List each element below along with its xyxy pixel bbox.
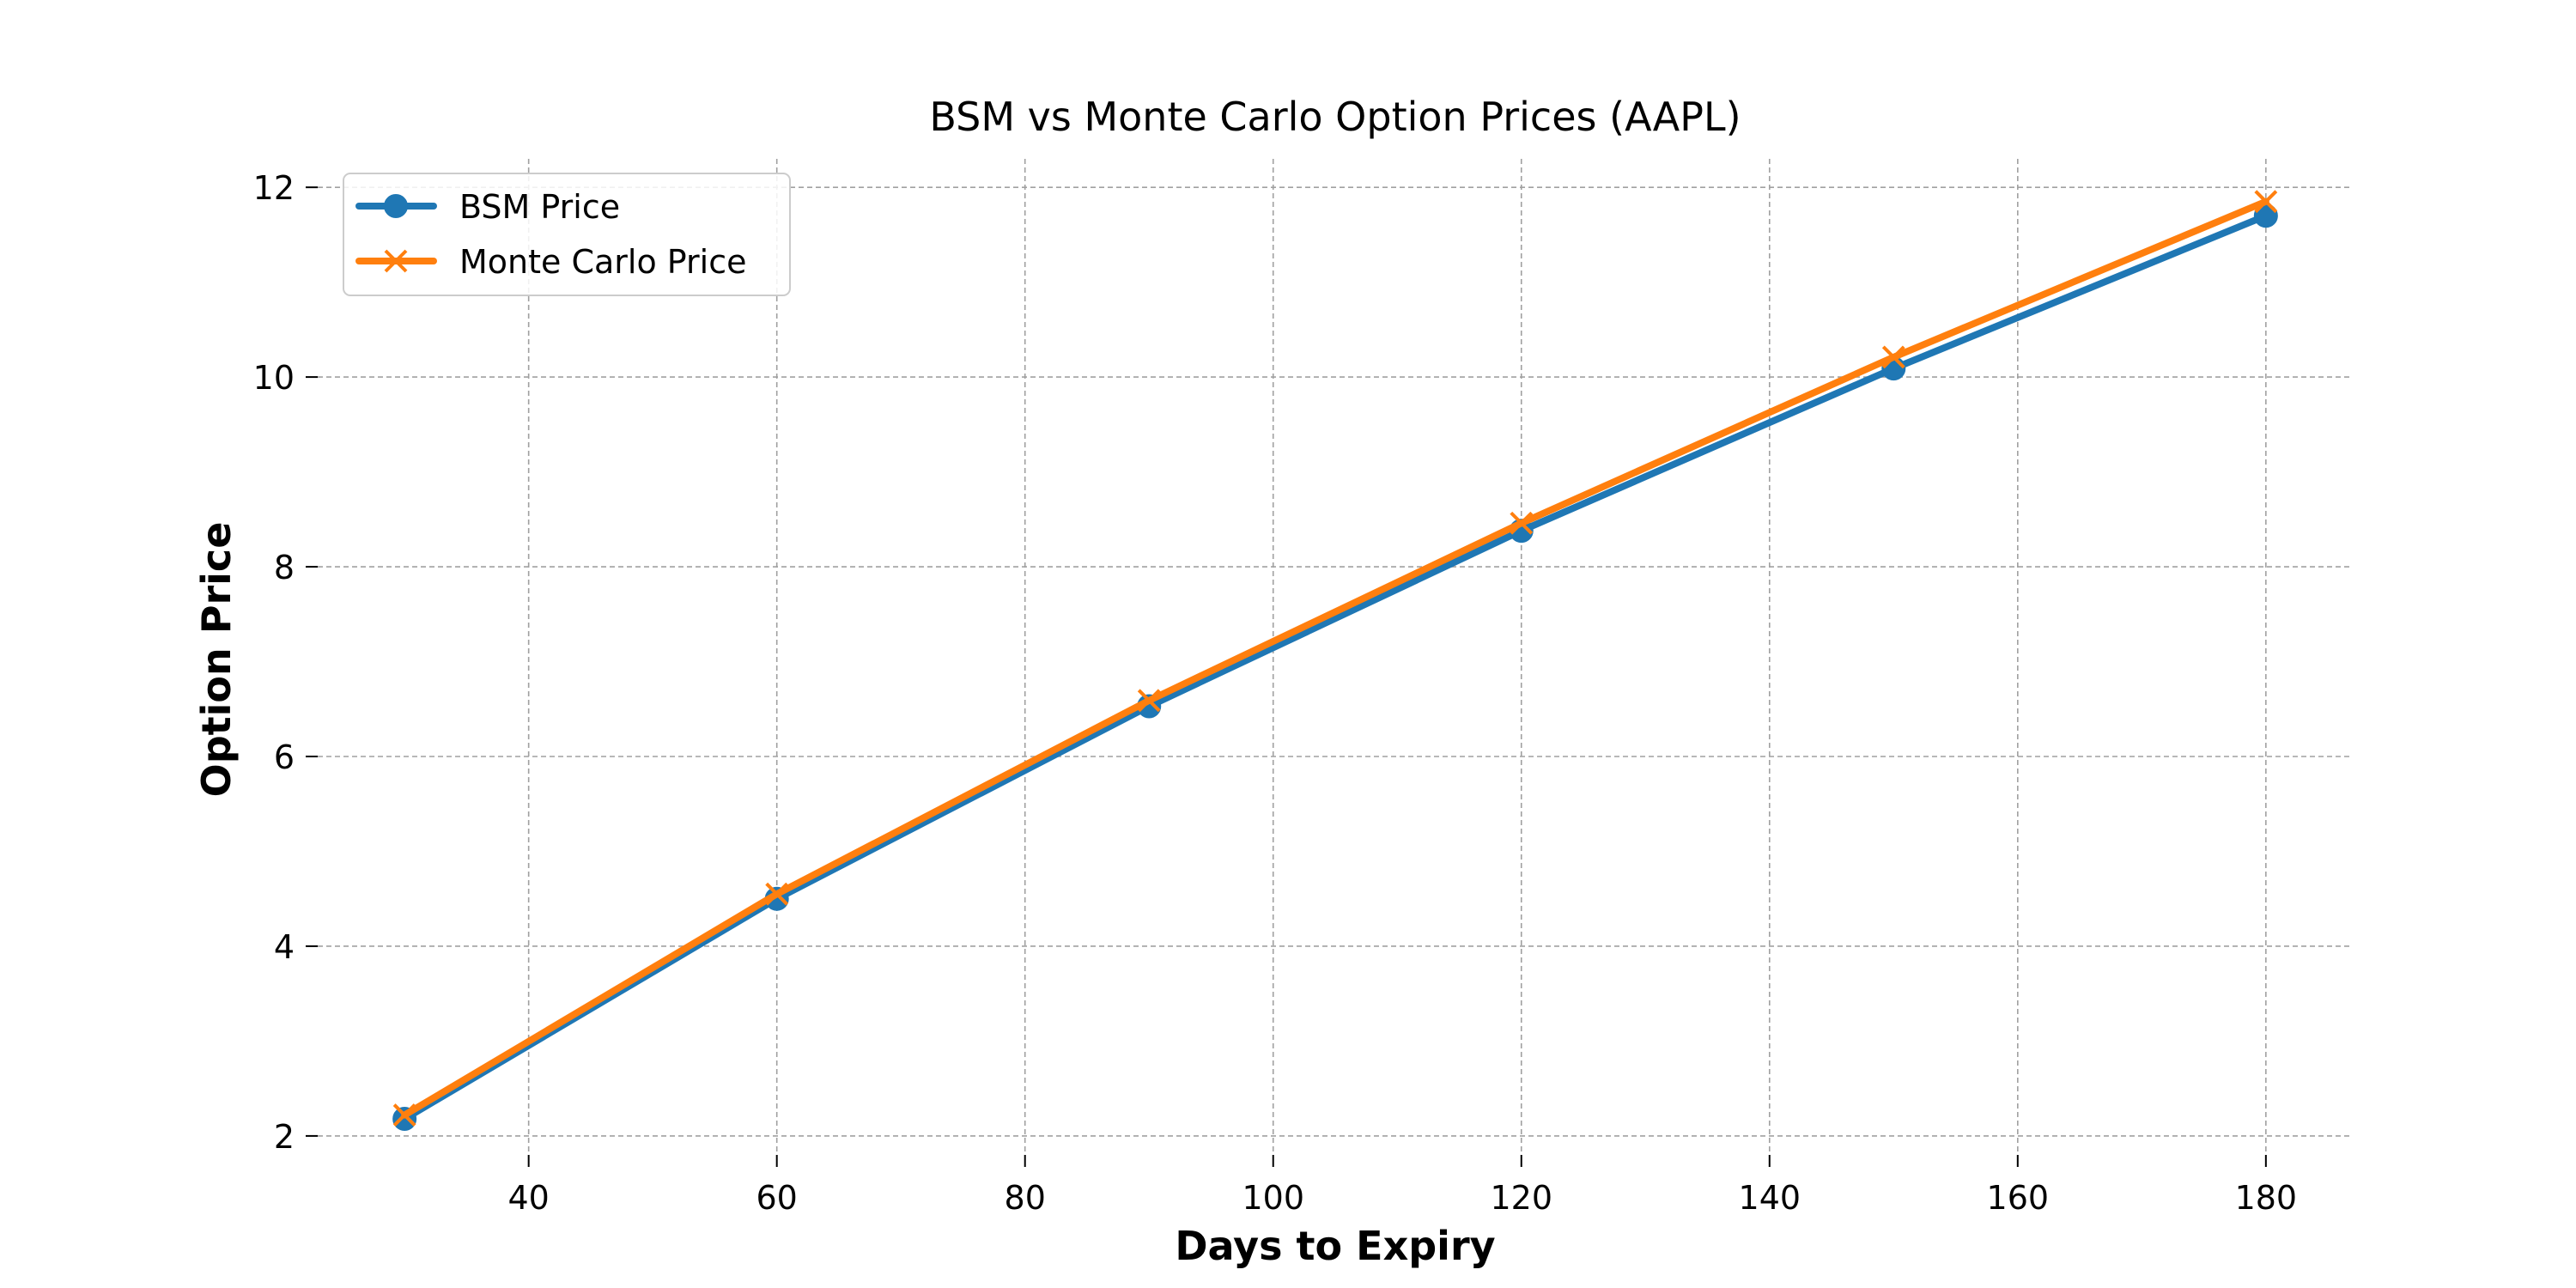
legend-marker: [384, 194, 408, 218]
legend-marker: [384, 249, 408, 273]
x-axis-label: Days to Expiry: [1175, 1223, 1495, 1269]
y-tick-label: 4: [274, 928, 295, 966]
x-tick-label: 100: [1242, 1179, 1304, 1217]
x-tick-label: 60: [756, 1179, 798, 1217]
data-point: [1881, 345, 1905, 369]
series-line: [401, 197, 2269, 1119]
series-line: [401, 212, 2269, 1123]
data-point: [1510, 511, 1534, 535]
x-tick-label: 80: [1005, 1179, 1046, 1217]
data-point: [765, 882, 789, 906]
legend-item: BSM Price: [355, 188, 620, 226]
grid: [318, 159, 2353, 1155]
legend-label: BSM Price: [459, 188, 620, 226]
x-tick-label: 40: [507, 1179, 549, 1217]
y-tick-label: 6: [274, 738, 295, 776]
y-tick-label: 2: [274, 1118, 295, 1156]
y-tick-label: 8: [274, 549, 295, 586]
y-tick-label: 12: [253, 169, 295, 207]
series-group: [392, 190, 2278, 1132]
chart-title: BSM vs Monte Carlo Option Prices (AAPL): [929, 94, 1741, 140]
legend-box: [343, 173, 791, 296]
x-tick-label: 140: [1739, 1179, 1801, 1217]
y-tick-label: 10: [253, 359, 295, 397]
series-bsm: [392, 204, 2278, 1132]
data-point: [1137, 689, 1161, 713]
series-monte-carlo: [392, 190, 2278, 1127]
data-point: [392, 1103, 416, 1127]
legend: BSM Price Monte Carlo Price: [343, 173, 791, 296]
x-tick-label: 120: [1491, 1179, 1553, 1217]
legend-item: Monte Carlo Price: [355, 243, 747, 281]
x-tick-label: 180: [2235, 1179, 2298, 1217]
axis-ticks: 40 60 80 100 120 140 160 180 2 4 6 8 10 12: [253, 169, 2297, 1217]
x-tick-label: 160: [1987, 1179, 2050, 1217]
y-axis-label: Option Price: [193, 522, 240, 798]
legend-label: Monte Carlo Price: [459, 243, 747, 281]
data-point: [2254, 190, 2278, 214]
